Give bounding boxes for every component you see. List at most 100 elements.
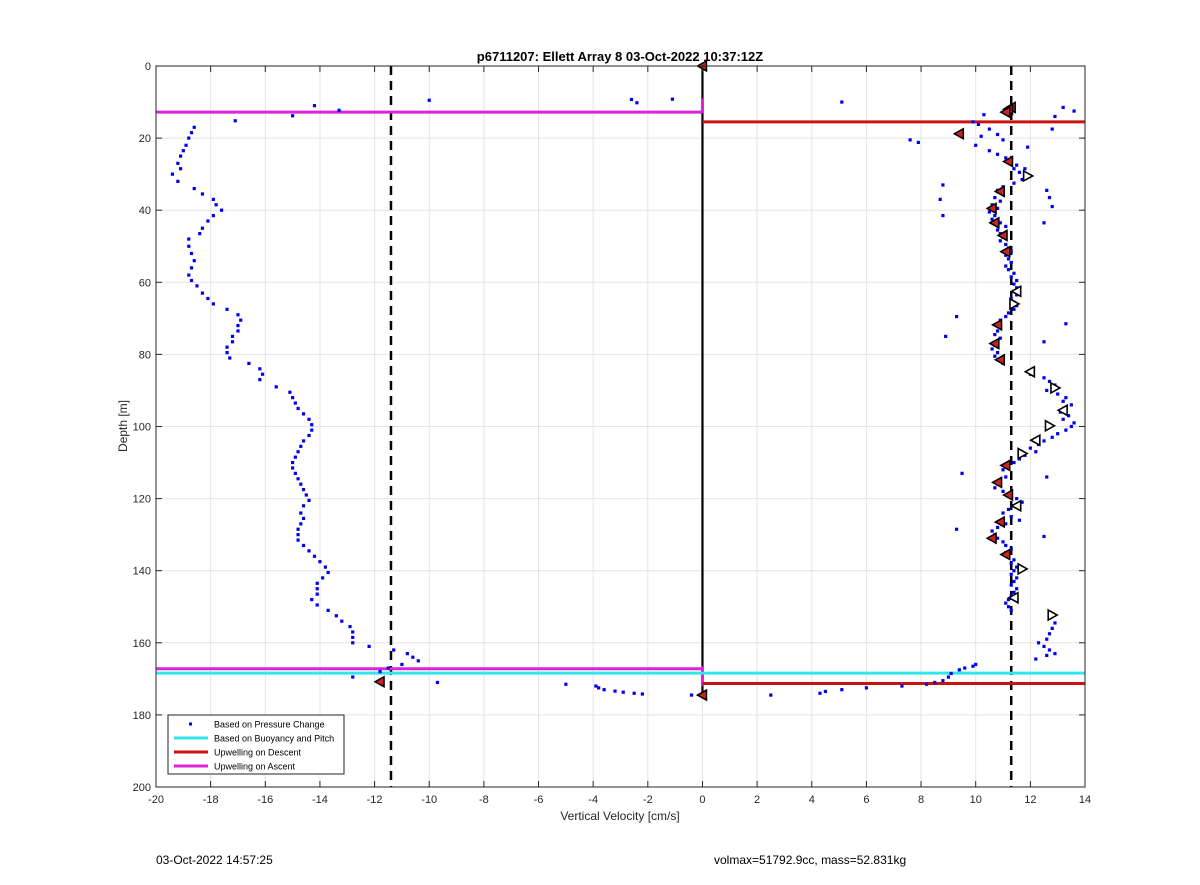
pressure-point [225, 345, 229, 349]
y-tick-label: 80 [139, 349, 151, 361]
pressure-point [291, 114, 295, 118]
pressure-point [995, 206, 1000, 210]
descent-marker [988, 337, 1000, 350]
pressure-point [949, 671, 953, 676]
pressure-point [1047, 195, 1052, 200]
pressure-point [296, 538, 300, 542]
pressure-point [435, 680, 440, 685]
ascent-marker [1047, 608, 1059, 622]
pressure-point [301, 412, 306, 416]
pressure-point [211, 197, 215, 201]
pressure-point [1045, 653, 1049, 658]
pressure-point [1001, 511, 1005, 515]
legend-swatch-dot [189, 722, 192, 726]
pressure-point [315, 587, 319, 591]
x-tick-label: -6 [534, 794, 544, 806]
pressure-point [378, 670, 382, 674]
pressure-point [1009, 561, 1013, 566]
pressure-point [315, 581, 319, 585]
pressure-point [200, 192, 205, 196]
x-tick-label: 12 [1024, 794, 1036, 806]
pressure-point [326, 570, 330, 575]
pressure-point [1042, 376, 1046, 380]
pressure-point [293, 401, 297, 405]
pressure-point [998, 239, 1002, 243]
descent-marker [999, 459, 1011, 472]
pressure-point [990, 529, 994, 533]
descent-marker [985, 202, 997, 215]
pressure-point [176, 161, 180, 165]
pressure-point [1042, 644, 1046, 649]
pressure-point [1012, 558, 1016, 562]
pressure-point [1042, 340, 1046, 344]
descent-marker [991, 476, 1003, 489]
pressure-point [1015, 576, 1019, 580]
pressure-point [230, 334, 235, 338]
pressure-point [938, 197, 942, 201]
pressure-point [769, 693, 773, 697]
pressure-point [960, 471, 964, 475]
y-tick-label: 40 [139, 205, 151, 217]
pressure-point [995, 152, 1000, 156]
pressure-point [941, 183, 945, 187]
descent-marker [952, 127, 965, 141]
pressure-point [1009, 275, 1013, 279]
x-tick-label: -12 [367, 794, 383, 806]
pressure-point [189, 278, 194, 283]
pressure-point [1004, 522, 1008, 526]
pressure-point [1017, 457, 1022, 461]
pressure-point [979, 134, 983, 138]
x-tick-label: 14 [1079, 794, 1091, 806]
pressure-point [1015, 163, 1019, 167]
pressure-point [1012, 271, 1016, 275]
pressure-point [1050, 626, 1054, 630]
pressure-point [310, 423, 314, 427]
pressure-point [1061, 399, 1065, 403]
pressure-point [995, 525, 1000, 530]
pressure-point [632, 691, 636, 695]
ascent-marker [1017, 447, 1029, 460]
pressure-point [351, 675, 355, 679]
pressure-point [236, 329, 240, 333]
pressure-point [288, 390, 292, 394]
pressure-point [963, 666, 967, 670]
pressure-point [1009, 583, 1013, 587]
pressure-point [971, 664, 975, 668]
pressure-point [170, 172, 174, 176]
pressure-point [1045, 475, 1049, 479]
pressure-point [1064, 396, 1068, 400]
pressure-point [260, 372, 265, 376]
pressure-point [823, 689, 828, 694]
pressure-point [228, 356, 232, 360]
pressure-point [187, 244, 191, 248]
pressure-point [178, 167, 183, 171]
pressure-point [301, 543, 306, 548]
pressure-point [351, 635, 355, 639]
descent-marker [1001, 155, 1014, 168]
pressure-point [1053, 652, 1057, 656]
y-tick-label: 0 [145, 61, 151, 73]
pressure-point [291, 460, 295, 465]
legend-label: Based on Pressure Change [214, 720, 325, 730]
pressure-point [629, 97, 634, 102]
pressure-point [301, 439, 306, 443]
pressure-point [307, 433, 311, 438]
ascent-marker [1023, 365, 1036, 379]
pressure-point [1017, 518, 1022, 522]
pressure-point [908, 138, 912, 142]
descent-marker [999, 245, 1011, 258]
pressure-point [326, 608, 330, 612]
descent-marker [999, 548, 1011, 561]
pressure-point [941, 679, 945, 683]
x-tick-label: -10 [421, 794, 437, 806]
pressure-point [178, 154, 183, 158]
pressure-point [247, 361, 251, 366]
pressure-point [230, 340, 235, 344]
ascent-marker [1017, 562, 1029, 576]
pressure-point [318, 560, 322, 564]
pressure-point [296, 450, 300, 454]
descent-marker [988, 216, 1000, 230]
descent-marker [993, 515, 1006, 529]
pressure-point [301, 487, 306, 492]
